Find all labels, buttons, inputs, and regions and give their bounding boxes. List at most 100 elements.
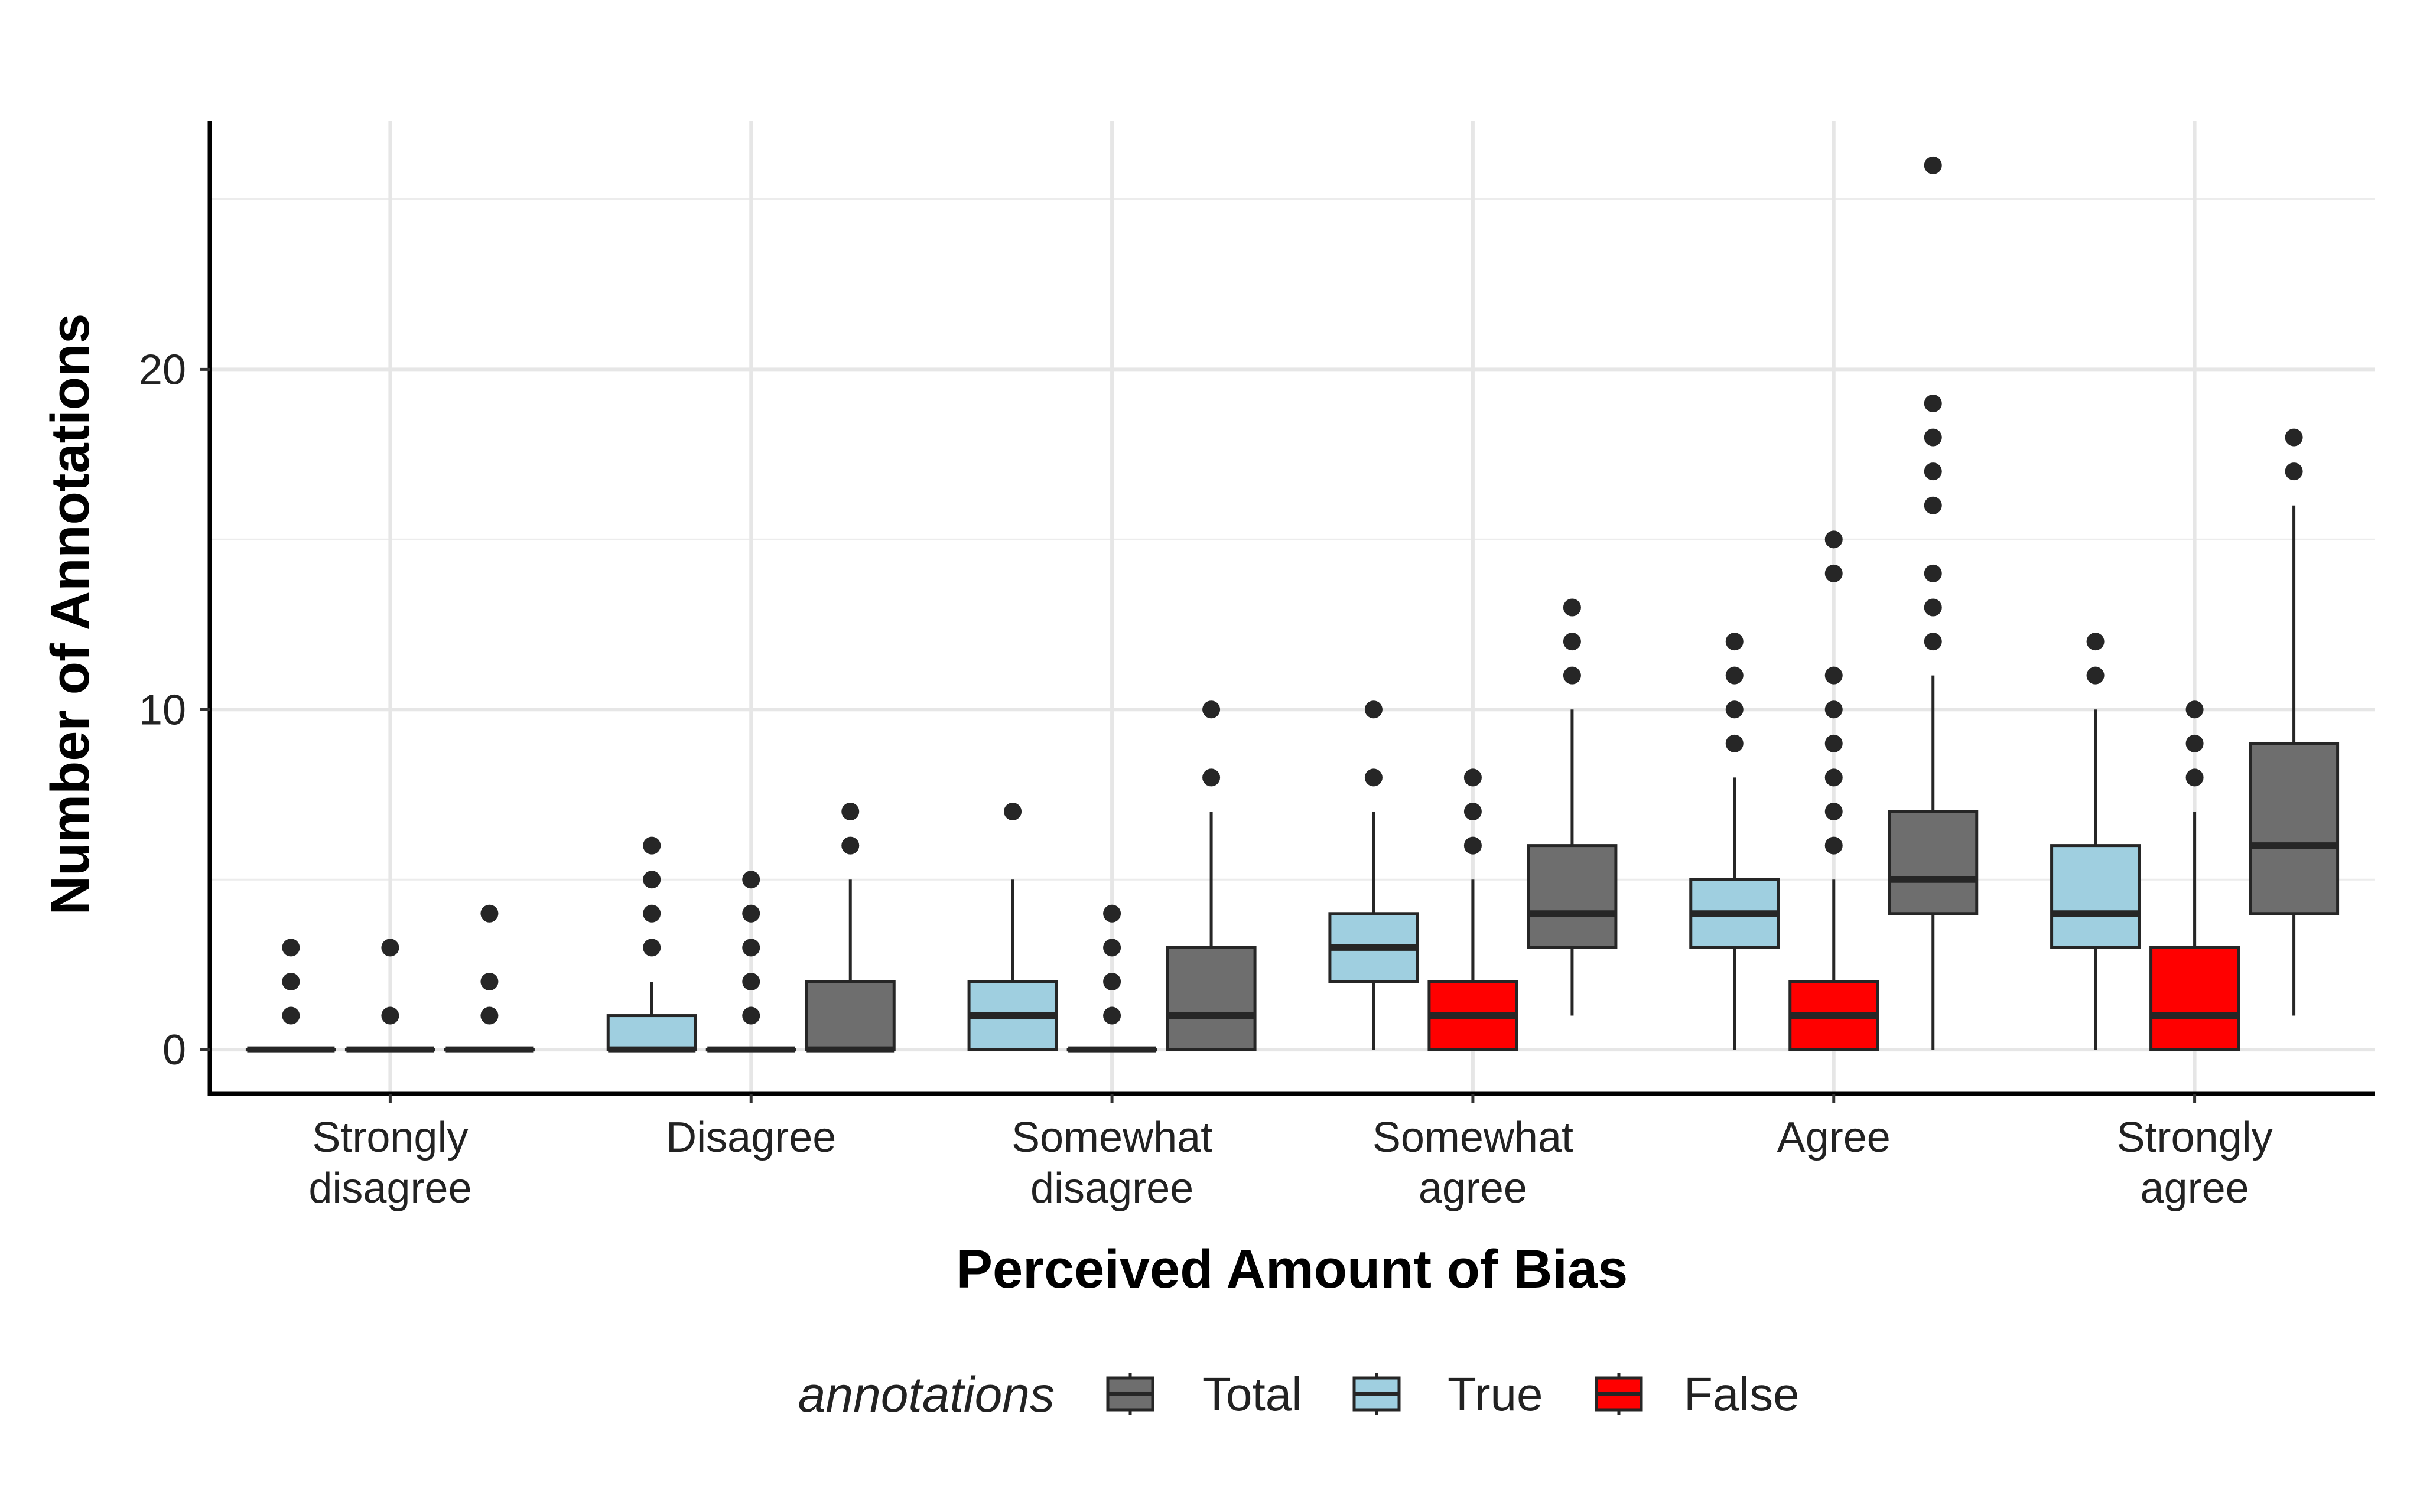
- box-true: [967, 803, 1058, 1051]
- box-total: [2249, 428, 2340, 1016]
- outlier-point: [643, 871, 661, 889]
- outlier-point: [1004, 803, 1022, 821]
- outlier-point: [1364, 768, 1383, 787]
- box-total: [805, 803, 896, 1053]
- x-tick-label: disagree: [308, 1165, 471, 1212]
- outlier-point: [742, 939, 760, 957]
- box-total: [1888, 156, 1979, 1050]
- box-false: [1427, 768, 1518, 1051]
- outlier-point: [1924, 428, 1942, 447]
- outlier-point: [282, 939, 300, 957]
- box-total: [1166, 700, 1257, 1051]
- outlier-point: [1463, 836, 1482, 855]
- outlier-point: [1824, 666, 1843, 685]
- outlier-point: [1824, 836, 1843, 855]
- box-true: [2050, 633, 2141, 1050]
- x-tick-label: Agree: [1777, 1114, 1891, 1161]
- legend-title: annotations: [798, 1367, 1055, 1422]
- outlier-point: [1463, 768, 1482, 787]
- box-true: [1689, 633, 1780, 1050]
- legend-label: Total: [1202, 1368, 1302, 1420]
- outlier-point: [2185, 700, 2204, 719]
- outlier-point: [1202, 700, 1221, 719]
- box-body: [606, 1014, 697, 1051]
- legend-item-true: True: [1352, 1368, 1543, 1420]
- box-true: [1328, 700, 1419, 1050]
- legend-label: False: [1684, 1368, 1800, 1420]
- y-ticks: 0 10 20: [139, 346, 210, 1074]
- outlier-point: [1924, 633, 1942, 651]
- outlier-point: [1824, 700, 1843, 719]
- outlier-point: [643, 836, 661, 855]
- x-tick-label: Disagree: [666, 1114, 836, 1161]
- box-false: [344, 939, 435, 1053]
- outlier-point: [1725, 633, 1744, 651]
- box-body: [805, 980, 896, 1051]
- outlier-point: [1824, 803, 1843, 821]
- outlier-point: [1924, 598, 1942, 617]
- outlier-point: [1103, 939, 1121, 957]
- x-tick-label: Strongly: [2117, 1114, 2273, 1161]
- outlier-point: [1725, 700, 1744, 719]
- legend-item-total: Total: [1106, 1368, 1302, 1420]
- outlier-point: [1824, 564, 1843, 582]
- outlier-point: [1563, 633, 1581, 651]
- outlier-point: [2086, 666, 2105, 685]
- outlier-point: [742, 904, 760, 923]
- box-true: [606, 836, 697, 1053]
- outlier-point: [742, 1006, 760, 1025]
- box-true: [245, 939, 336, 1053]
- outlier-point: [282, 972, 300, 990]
- x-tick-label: agree: [1419, 1165, 1527, 1212]
- x-tick-label: Somewhat: [1372, 1114, 1573, 1161]
- outlier-point: [1824, 768, 1843, 787]
- outlier-point: [841, 803, 860, 821]
- box-total: [1527, 598, 1618, 1016]
- outlier-point: [1563, 666, 1581, 685]
- outlier-point: [2285, 428, 2303, 447]
- outlier-point: [1725, 666, 1744, 685]
- outlier-point: [2185, 734, 2204, 752]
- x-tick-label: disagree: [1030, 1165, 1193, 1212]
- y-tick-label: 20: [139, 346, 186, 393]
- box-false: [2149, 700, 2240, 1051]
- x-tick-label: agree: [2141, 1165, 2249, 1212]
- box-body: [1166, 946, 1257, 1051]
- legend: annotations Total True False: [798, 1367, 1800, 1422]
- outlier-point: [2185, 768, 2204, 787]
- x-axis-title: Perceived Amount of Bias: [957, 1239, 1628, 1299]
- box-body: [2249, 742, 2340, 915]
- outlier-point: [381, 939, 399, 957]
- outlier-point: [2086, 633, 2105, 651]
- y-axis-title: Number of Annotations: [40, 314, 100, 915]
- outlier-point: [742, 871, 760, 889]
- x-tick-label: Strongly: [312, 1114, 468, 1161]
- box-false: [1788, 530, 1879, 1051]
- outlier-point: [2285, 462, 2303, 481]
- outlier-point: [1924, 496, 1942, 514]
- outlier-point: [1364, 700, 1383, 719]
- outlier-point: [1563, 598, 1581, 617]
- outlier-point: [1103, 972, 1121, 990]
- box-body: [2149, 946, 2240, 1051]
- outlier-point: [643, 904, 661, 923]
- outlier-point: [480, 1006, 499, 1025]
- outlier-point: [742, 972, 760, 990]
- outlier-point: [381, 1006, 399, 1025]
- outlier-point: [1463, 803, 1482, 821]
- outlier-point: [1202, 768, 1221, 787]
- outlier-point: [1103, 904, 1121, 923]
- box-false: [1066, 904, 1157, 1053]
- legend-item-false: False: [1595, 1368, 1800, 1420]
- x-tick-label: Somewhat: [1011, 1114, 1212, 1161]
- axes: [207, 121, 2375, 1096]
- outlier-point: [1924, 564, 1942, 582]
- outlier-point: [1924, 394, 1942, 412]
- box-body: [1888, 810, 1979, 915]
- box-false: [705, 871, 796, 1053]
- outlier-point: [643, 939, 661, 957]
- outlier-point: [1725, 734, 1744, 752]
- outlier-point: [1924, 156, 1942, 174]
